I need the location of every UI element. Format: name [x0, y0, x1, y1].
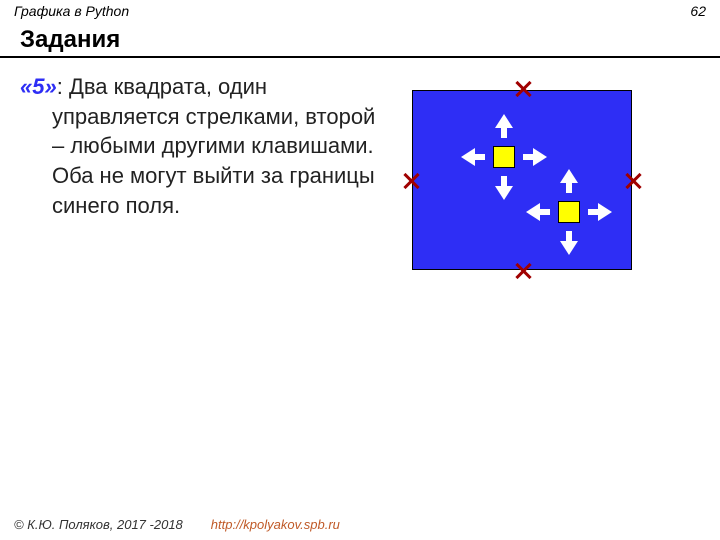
slide-footer: © К.Ю. Поляков, 2017 -2018 http://kpolya… — [0, 511, 720, 540]
course-name: Графика в Python — [14, 3, 129, 19]
slide-header: Графика в Python 62 — [0, 0, 720, 22]
content-area: «5»: Два квадрата, один управляется стре… — [0, 66, 720, 292]
arrow-up-icon — [495, 114, 513, 128]
arrow-stem — [501, 128, 507, 138]
arrow-stem — [475, 154, 485, 160]
arrow-stem — [566, 183, 572, 193]
blue-field — [412, 90, 632, 270]
slide-title: Задания — [0, 22, 720, 58]
figure — [394, 72, 654, 292]
arrow-right-icon — [598, 203, 612, 221]
arrow-down-icon — [495, 186, 513, 200]
square-2 — [558, 201, 580, 223]
arrow-stem — [566, 231, 572, 241]
copyright: © К.Ю. Поляков, 2017 -2018 — [14, 517, 183, 532]
arrow-right-icon — [533, 148, 547, 166]
x-mark-icon — [402, 172, 420, 190]
arrow-stem — [501, 176, 507, 186]
page-number: 62 — [690, 3, 706, 19]
grade-colon: : — [57, 74, 69, 99]
x-mark-icon — [514, 262, 532, 280]
grade-label: «5» — [20, 74, 57, 99]
arrow-up-icon — [560, 169, 578, 183]
arrow-left-icon — [461, 148, 475, 166]
arrow-down-icon — [560, 241, 578, 255]
task-text: «5»: Два квадрата, один управляется стре… — [20, 72, 380, 292]
arrow-stem — [523, 154, 533, 160]
footer-url: http://kpolyakov.spb.ru — [211, 517, 340, 532]
x-mark-icon — [624, 172, 642, 190]
x-mark-icon — [514, 80, 532, 98]
square-1 — [493, 146, 515, 168]
task-line1: Два квадрата, один — [69, 74, 267, 99]
task-rest: управляется стрелками, второй – любыми д… — [20, 102, 380, 221]
arrow-stem — [588, 209, 598, 215]
arrow-stem — [540, 209, 550, 215]
arrow-left-icon — [526, 203, 540, 221]
